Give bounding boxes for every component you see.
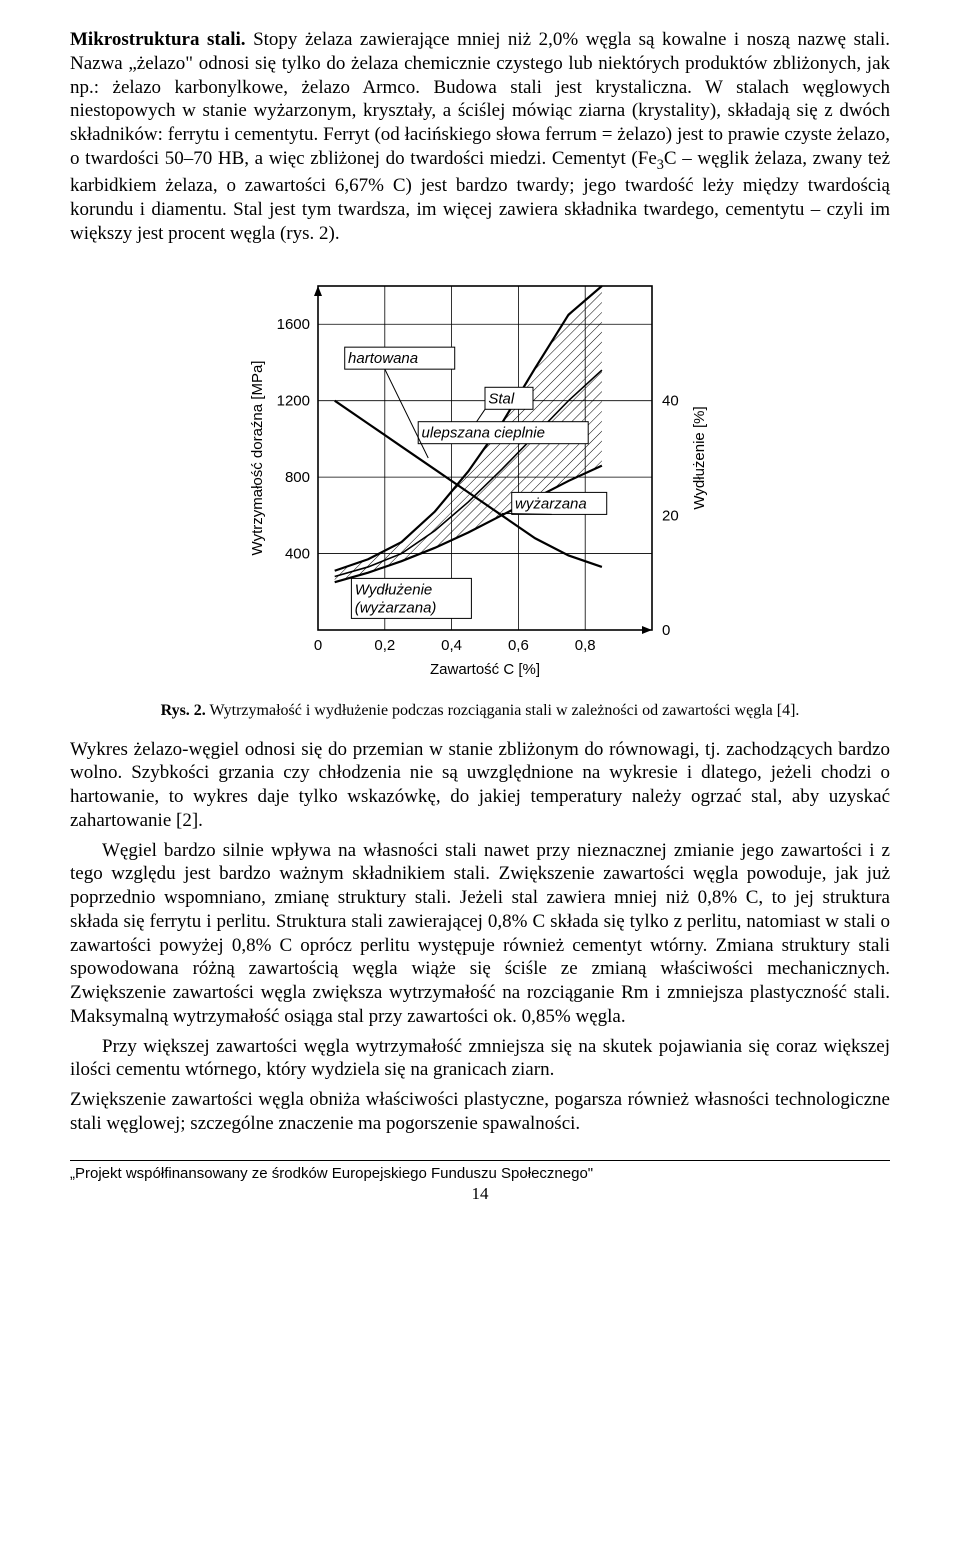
caption-rest: Wytrzymałość i wydłużenie podczas rozcią… (206, 702, 800, 719)
svg-text:Zawartość C [%]: Zawartość C [%] (430, 661, 540, 678)
footer-divider (70, 1160, 890, 1161)
figure-2: 0 0,2 0,4 0,6 0,8 400 800 1200 1600 0 20 40 hartowan… (70, 268, 890, 688)
svg-text:20: 20 (662, 507, 679, 524)
paragraph-5: Zwiększenie zawartości węgla obniża właś… (70, 1088, 890, 1136)
svg-text:40: 40 (662, 392, 679, 409)
paragraph-3: Węgiel bardzo silnie wpływa na własności… (70, 839, 890, 1029)
svg-text:ulepszana cieplnie: ulepszana cieplnie (422, 424, 545, 441)
svg-text:hartowana: hartowana (348, 350, 418, 367)
paragraph-1: Mikrostruktura stali. Stopy żelaza zawie… (70, 28, 890, 246)
svg-text:0: 0 (314, 637, 322, 654)
svg-text:Wytrzymałość doraźna [MPa]: Wytrzymałość doraźna [MPa] (249, 360, 266, 555)
svg-text:1200: 1200 (277, 392, 310, 409)
chart-svg: 0 0,2 0,4 0,6 0,8 400 800 1200 1600 0 20 40 hartowan… (240, 268, 720, 688)
figure-2-caption: Rys. 2. Wytrzymałość i wydłużenie podcza… (70, 702, 890, 720)
svg-text:Stal: Stal (488, 390, 515, 407)
svg-text:Wydłużenie: Wydłużenie (355, 581, 433, 598)
svg-text:0,2: 0,2 (374, 637, 395, 654)
svg-text:0: 0 (662, 622, 670, 639)
paragraph-4: Przy większej zawartości węgla wytrzymał… (70, 1035, 890, 1083)
svg-text:0,4: 0,4 (441, 637, 462, 654)
svg-text:0,6: 0,6 (508, 637, 529, 654)
para1-sub: 3 (657, 157, 664, 173)
caption-bold: Rys. 2. (161, 702, 206, 719)
page-number: 14 (70, 1184, 890, 1204)
svg-text:wyżarzana: wyżarzana (515, 495, 587, 512)
paragraph-2: Wykres żelazo-węgiel odnosi się do przem… (70, 738, 890, 833)
svg-text:0,8: 0,8 (575, 637, 596, 654)
svg-text:(wyżarzana): (wyżarzana) (355, 599, 437, 616)
para1-heading: Mikrostruktura stali. (70, 29, 246, 50)
svg-text:400: 400 (285, 545, 310, 562)
svg-text:1600: 1600 (277, 316, 310, 333)
footer-text: „Projekt współfinansowany ze środków Eur… (70, 1165, 890, 1182)
svg-text:800: 800 (285, 469, 310, 486)
svg-text:Wydłużenie [%]: Wydłużenie [%] (691, 406, 708, 509)
